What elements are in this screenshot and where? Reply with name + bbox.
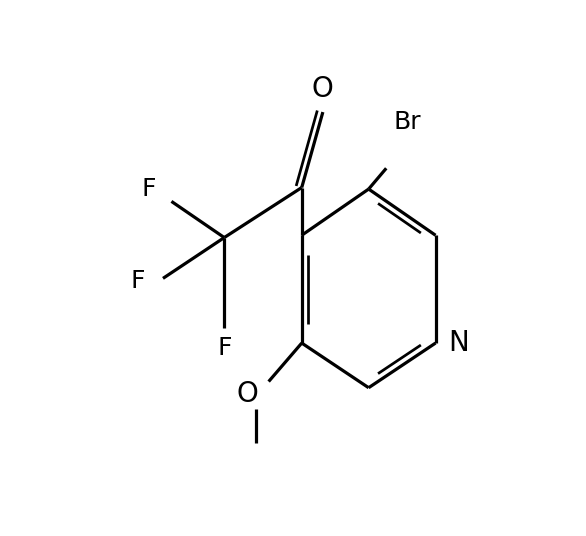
Text: N: N [448, 329, 469, 357]
Text: O: O [312, 75, 334, 103]
Text: O: O [237, 380, 258, 408]
Text: Br: Br [393, 110, 421, 134]
Text: F: F [130, 270, 145, 294]
Text: F: F [142, 177, 156, 201]
Text: F: F [217, 336, 231, 360]
